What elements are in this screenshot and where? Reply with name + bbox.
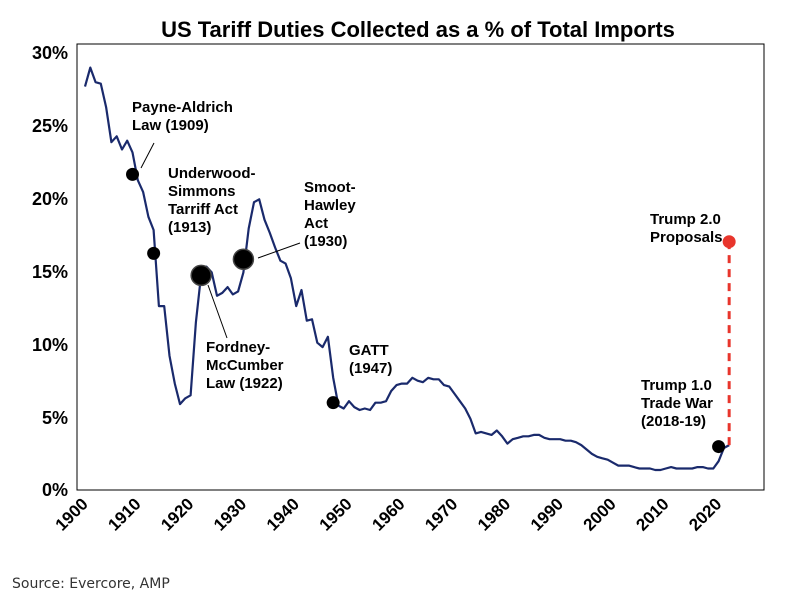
x-tick-label: 1950 <box>316 494 356 534</box>
annotation-pointer <box>207 284 228 339</box>
annotation-trump-1: Trump 1.0 Trade War (2018-19) <box>641 377 717 430</box>
annotation-smoot-hawley: Smoot- Hawley Act (1930) <box>304 179 360 250</box>
event-marker <box>722 235 736 249</box>
x-tick-label: 1980 <box>474 494 514 534</box>
x-tick-label: 2010 <box>632 494 672 534</box>
markers <box>126 167 736 454</box>
event-marker <box>326 396 340 410</box>
y-tick-label: 15% <box>32 262 68 282</box>
x-tick-label: 2000 <box>580 494 620 534</box>
x-tick-label: 1990 <box>527 494 567 534</box>
event-marker <box>232 248 255 271</box>
x-tick-label: 1960 <box>368 494 408 534</box>
source-note: Source: Evercore, AMP <box>12 576 170 592</box>
annotation-gatt: GATT (1947) <box>349 342 393 377</box>
annotation-pointer <box>140 142 155 169</box>
x-tick-label: 2020 <box>685 494 725 534</box>
y-tick-label: 5% <box>42 408 68 428</box>
y-tick-label: 20% <box>32 189 68 209</box>
x-tick-label: 1910 <box>104 494 144 534</box>
x-axis: 1900 1910 1920 1930 1940 1950 1960 1970 … <box>52 494 726 534</box>
annotation-trump-2: Trump 2.0 Proposals <box>650 211 725 246</box>
y-tick-label: 10% <box>32 335 68 355</box>
event-marker <box>712 440 726 454</box>
x-tick-label: 1920 <box>157 494 197 534</box>
annotation-pointers <box>140 142 301 339</box>
x-tick-label: 1930 <box>210 494 250 534</box>
plot-frame <box>76 43 765 491</box>
chart-title: US Tariff Duties Collected as a % of Tot… <box>161 17 675 42</box>
annotation-fordney-mccumber: Fordney- McCumber Law (1922) <box>206 339 288 392</box>
annotation-payne-aldrich: Payne-Aldrich Law (1909) <box>132 99 237 134</box>
series-line <box>83 66 730 472</box>
event-marker <box>126 167 140 181</box>
y-tick-label: 25% <box>32 116 68 136</box>
annotations: Payne-Aldrich Law (1909) Underwood- Simm… <box>132 99 725 430</box>
annotation-underwood-simmons: Underwood- Simmons Tarriff Act (1913) <box>168 165 260 236</box>
x-tick-label: 1970 <box>421 494 461 534</box>
y-tick-label: 0% <box>42 480 68 500</box>
x-tick-label: 1900 <box>52 494 92 534</box>
x-tick-label: 1940 <box>263 494 303 534</box>
y-tick-label: 30% <box>32 43 68 63</box>
annotation-pointer <box>257 242 301 259</box>
y-axis: 0% 5% 10% 15% 20% 25% 30% <box>32 43 68 500</box>
event-marker <box>190 264 212 287</box>
event-marker <box>147 246 161 260</box>
